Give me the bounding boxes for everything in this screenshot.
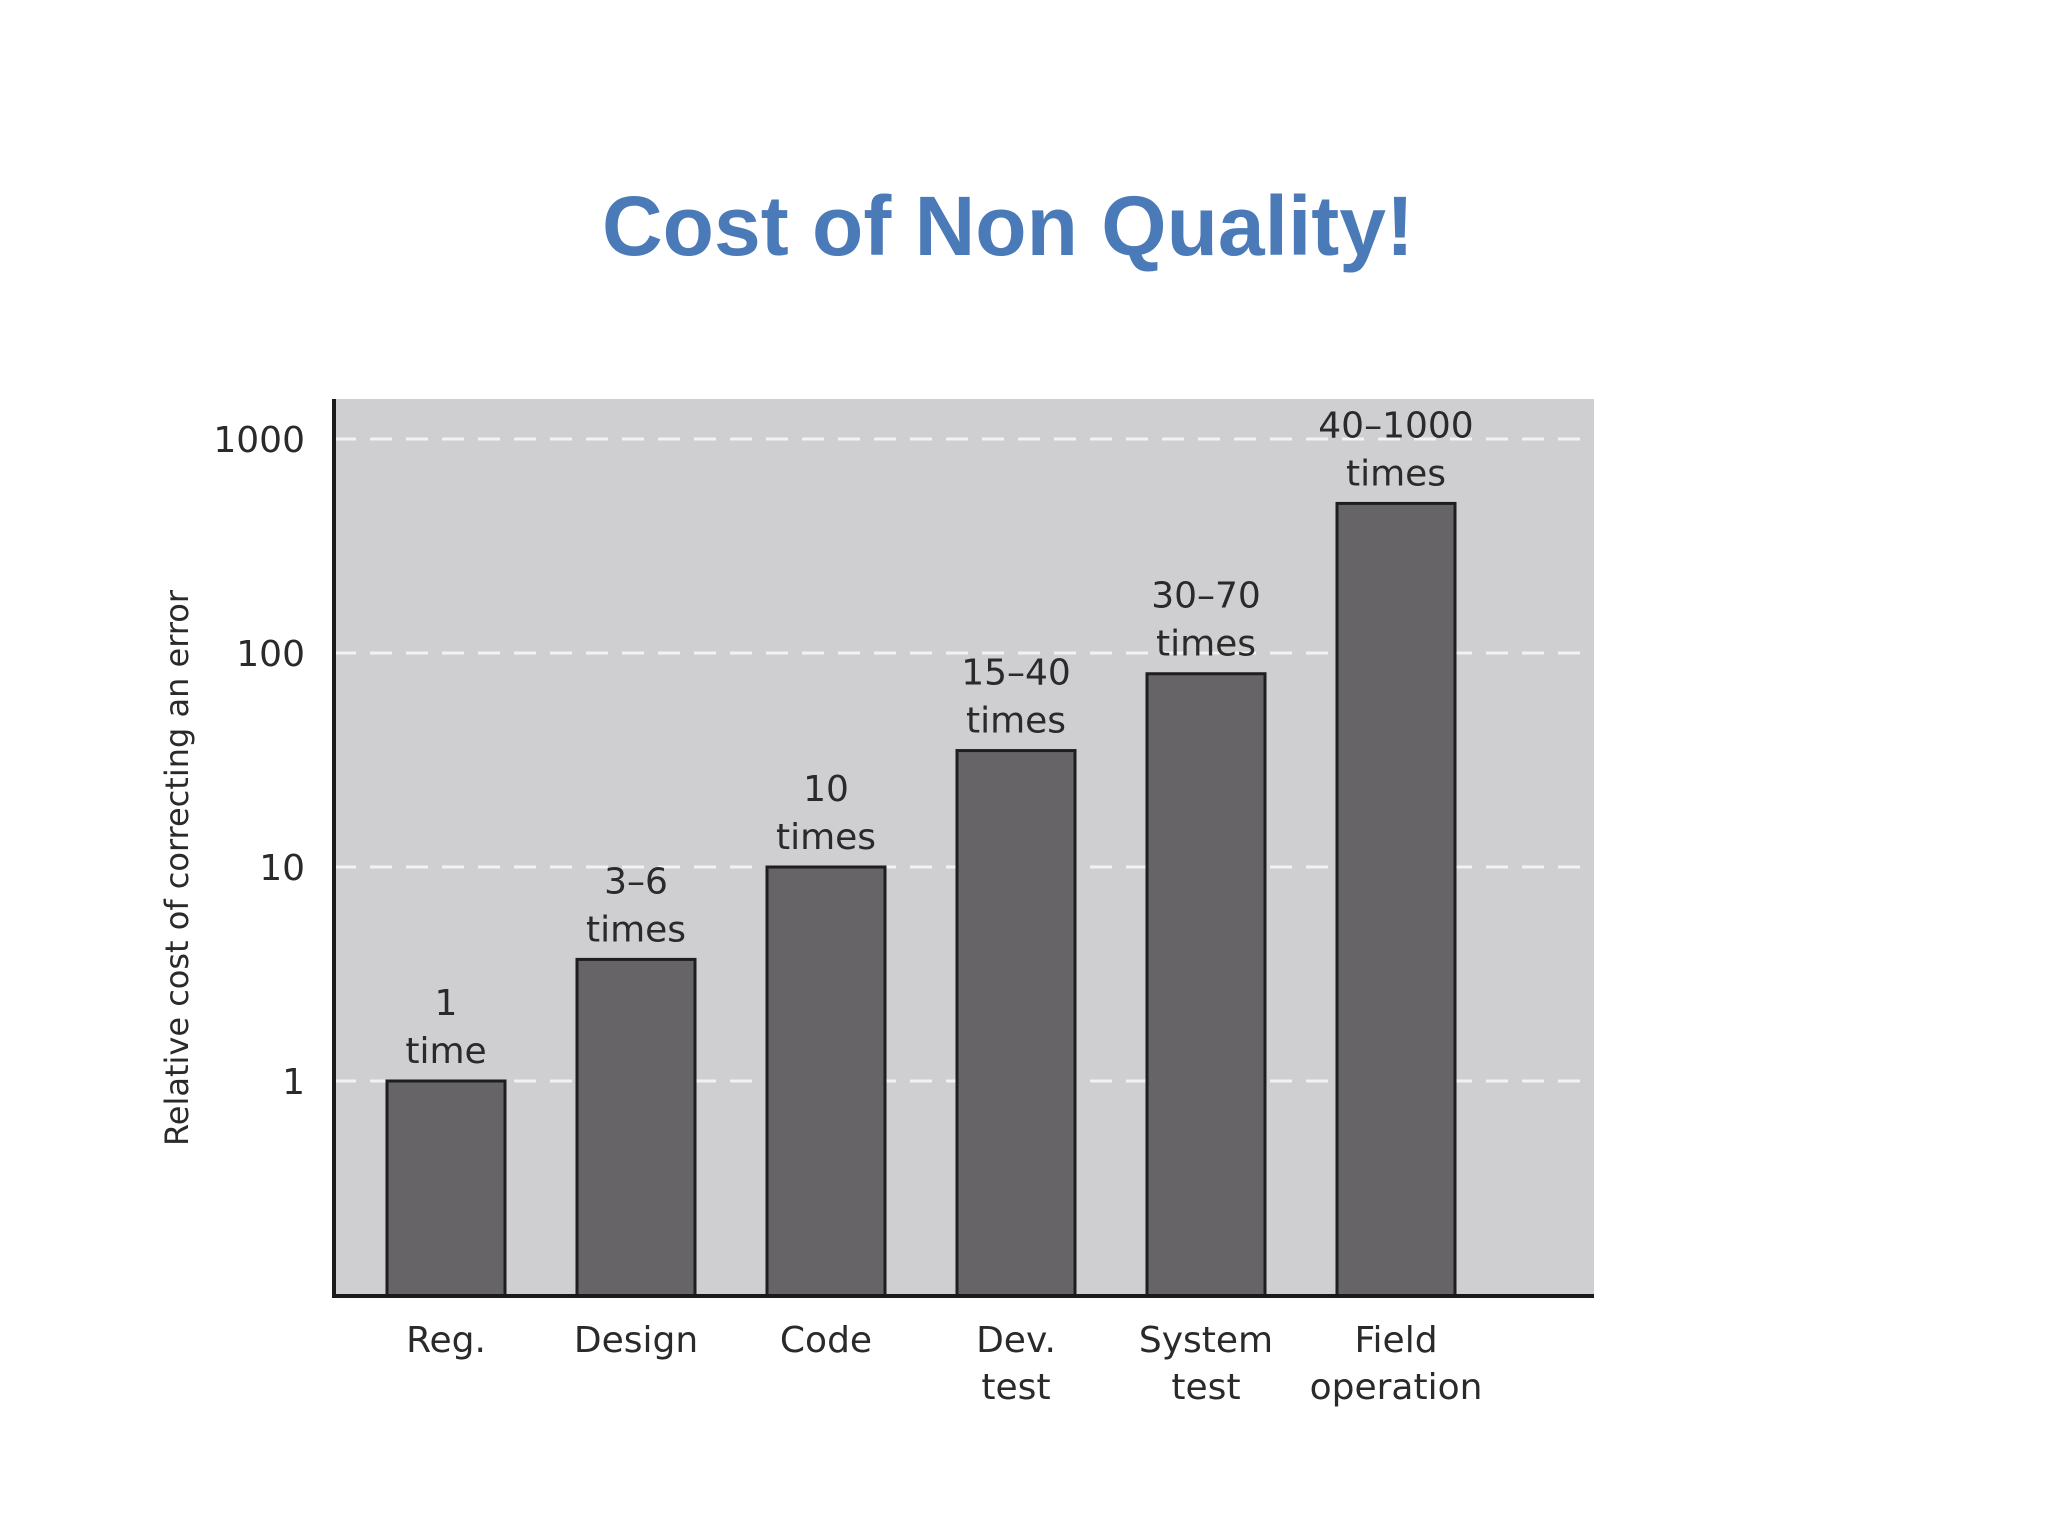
x-category-label: Code <box>780 1320 872 1361</box>
slide-title: Cost of Non Quality! <box>602 179 1414 273</box>
y-tick-label: 1 <box>282 1062 305 1103</box>
bar <box>1335 501 1457 1298</box>
data-label: 15–40 <box>961 653 1071 694</box>
x-category-label: test <box>1171 1367 1240 1408</box>
data-label: times <box>586 909 686 950</box>
y-tick-label: 1000 <box>213 420 305 461</box>
axes <box>332 399 1594 1298</box>
data-label: 10 <box>803 769 849 810</box>
x-category-label: System <box>1139 1320 1273 1361</box>
data-label: 3–6 <box>604 861 668 902</box>
x-category-label: Reg. <box>406 1320 486 1361</box>
bar <box>575 957 697 1298</box>
x-category-label: Design <box>574 1320 698 1361</box>
bars <box>385 501 1457 1298</box>
x-category-label: test <box>981 1367 1050 1408</box>
data-labels: 1 time 3–6 times 10 times 15–40 times 30–70 times… <box>405 405 1473 1072</box>
bar <box>765 865 887 1298</box>
data-label: 1 <box>435 983 458 1024</box>
x-category-label: Dev. <box>976 1320 1056 1361</box>
data-label: time <box>405 1031 486 1072</box>
data-label: times <box>776 817 876 858</box>
x-category-labels: Reg. Design Code Dev. test System test Field ope… <box>406 1320 1482 1408</box>
bar <box>955 749 1077 1298</box>
data-label: 40–1000 <box>1318 405 1473 446</box>
x-category-label: operation <box>1310 1367 1483 1408</box>
x-category-label: Field <box>1354 1320 1437 1361</box>
y-tick-label: 10 <box>259 848 305 889</box>
data-label: times <box>1346 453 1446 494</box>
bar <box>1145 672 1267 1298</box>
data-label: times <box>966 701 1066 742</box>
bar <box>385 1079 507 1298</box>
y-tick-labels: 1 10 100 1000 <box>213 420 305 1103</box>
y-tick-label: 100 <box>236 634 305 675</box>
y-axis-label: Relative cost of correcting an error <box>158 589 196 1146</box>
data-label: 30–70 <box>1151 576 1261 617</box>
data-label: times <box>1156 624 1256 665</box>
